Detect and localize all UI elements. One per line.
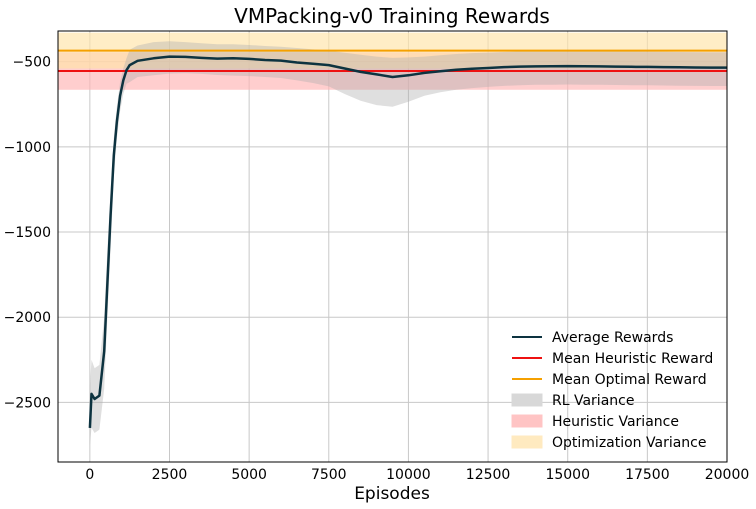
legend-swatch-optimization-variance: [511, 435, 543, 449]
legend: Average Rewards Mean Heuristic Reward Mean…: [511, 330, 713, 451]
x-tick-label: 7500: [311, 467, 347, 483]
series-lines: [88, 55, 727, 428]
x-axis-ticks: 0 2500 5000 7500 10000 12500 15000 17500 20000: [85, 467, 749, 483]
x-tick-label: 2500: [152, 467, 188, 483]
legend-label-mean-optimal-reward: Mean Optimal Reward: [552, 372, 707, 388]
variance-bands: [89, 41, 727, 445]
x-tick-label: 12500: [466, 467, 511, 483]
legend-label-average-rewards: Average Rewards: [552, 330, 673, 346]
legend-swatch-rl-variance: [511, 393, 543, 407]
plot-frame: [57, 30, 728, 463]
y-tick-label: −1500: [4, 225, 51, 241]
y-tick-label: −2000: [4, 310, 51, 326]
x-tick-label: 17500: [625, 467, 670, 483]
legend-label-mean-heuristic-reward: Mean Heuristic Reward: [552, 351, 713, 367]
y-tick-label: −2500: [4, 395, 51, 411]
horizontal-lines: [58, 49, 727, 73]
y-axis-ticks: −2500 −2000 −1500 −1000 −500: [4, 55, 51, 412]
chart-title: VMPacking-v0 Training Rewards: [234, 4, 550, 28]
legend-label-heuristic-variance: Heuristic Variance: [552, 414, 679, 430]
x-tick-label: 0: [85, 467, 94, 483]
average-rewards-line: [88, 55, 727, 428]
legend-label-rl-variance: RL Variance: [552, 393, 634, 409]
x-axis-label: Episodes: [354, 484, 430, 504]
x-tick-label: 20000: [705, 467, 750, 483]
rl-variance-band: [89, 41, 727, 445]
legend-label-optimization-variance: Optimization Variance: [552, 435, 707, 451]
x-tick-label: 15000: [545, 467, 590, 483]
y-tick-label: −500: [13, 55, 51, 71]
plot-area: [57, 30, 728, 463]
x-tick-label: 5000: [231, 467, 267, 483]
legend-swatch-heuristic-variance: [511, 414, 543, 428]
x-tick-label: 10000: [386, 467, 431, 483]
y-tick-label: −1000: [4, 140, 51, 156]
